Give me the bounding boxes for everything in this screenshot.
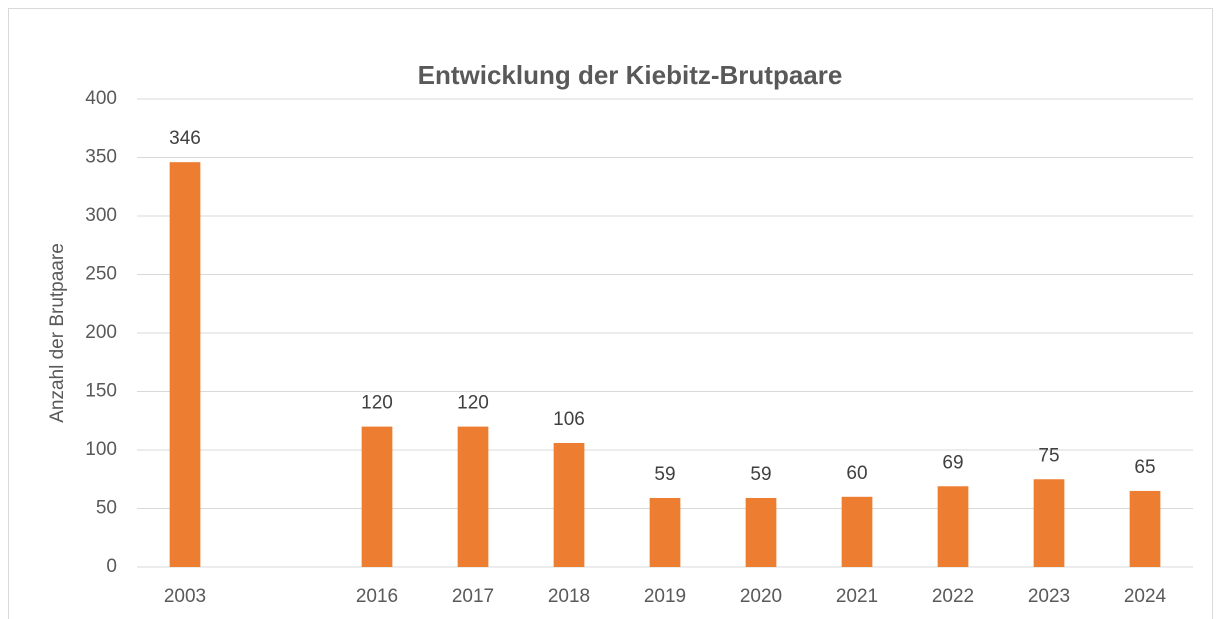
bar <box>169 162 201 567</box>
y-tick-label: 50 <box>96 498 117 519</box>
x-tick-label: 2022 <box>932 586 974 607</box>
bar <box>937 486 969 567</box>
chart-title: Entwicklung der Kiebitz-Brutpaare <box>418 60 843 90</box>
data-label: 106 <box>553 409 585 430</box>
bar <box>841 496 873 567</box>
y-tick-label: 100 <box>85 439 117 460</box>
data-label: 59 <box>750 464 771 485</box>
y-tick-label: 200 <box>85 322 117 343</box>
x-tick-label: 2003 <box>164 586 206 607</box>
data-label: 60 <box>846 463 867 484</box>
x-tick-label: 2016 <box>356 586 398 607</box>
chart-frame <box>8 8 1213 619</box>
bar <box>745 497 777 567</box>
data-label: 120 <box>361 393 393 414</box>
bar <box>361 426 393 567</box>
x-tick-label: 2024 <box>1124 586 1167 607</box>
y-axis-label: Anzahl der Brutpaare <box>47 243 68 423</box>
bar <box>457 426 489 567</box>
y-tick-label: 0 <box>106 556 117 577</box>
x-tick-label: 2021 <box>836 586 878 607</box>
bar <box>553 442 585 567</box>
data-label: 75 <box>1038 445 1059 466</box>
y-tick-label: 250 <box>85 264 117 285</box>
x-tick-label: 2018 <box>548 586 590 607</box>
y-tick-label: 300 <box>85 205 117 226</box>
data-label: 65 <box>1134 457 1155 478</box>
data-label: 120 <box>457 393 489 414</box>
data-label: 346 <box>169 128 201 149</box>
y-tick-label: 350 <box>85 147 117 168</box>
bar <box>1033 479 1065 567</box>
bar <box>649 497 681 567</box>
x-tick-label: 2019 <box>644 586 686 607</box>
y-tick-label: 400 <box>85 88 117 109</box>
x-tick-label: 2017 <box>452 586 494 607</box>
data-label: 69 <box>942 452 963 473</box>
bar <box>1129 490 1161 567</box>
y-tick-label: 150 <box>85 381 117 402</box>
x-tick-label: 2023 <box>1028 586 1070 607</box>
data-label: 59 <box>654 464 675 485</box>
x-tick-label: 2020 <box>740 586 782 607</box>
